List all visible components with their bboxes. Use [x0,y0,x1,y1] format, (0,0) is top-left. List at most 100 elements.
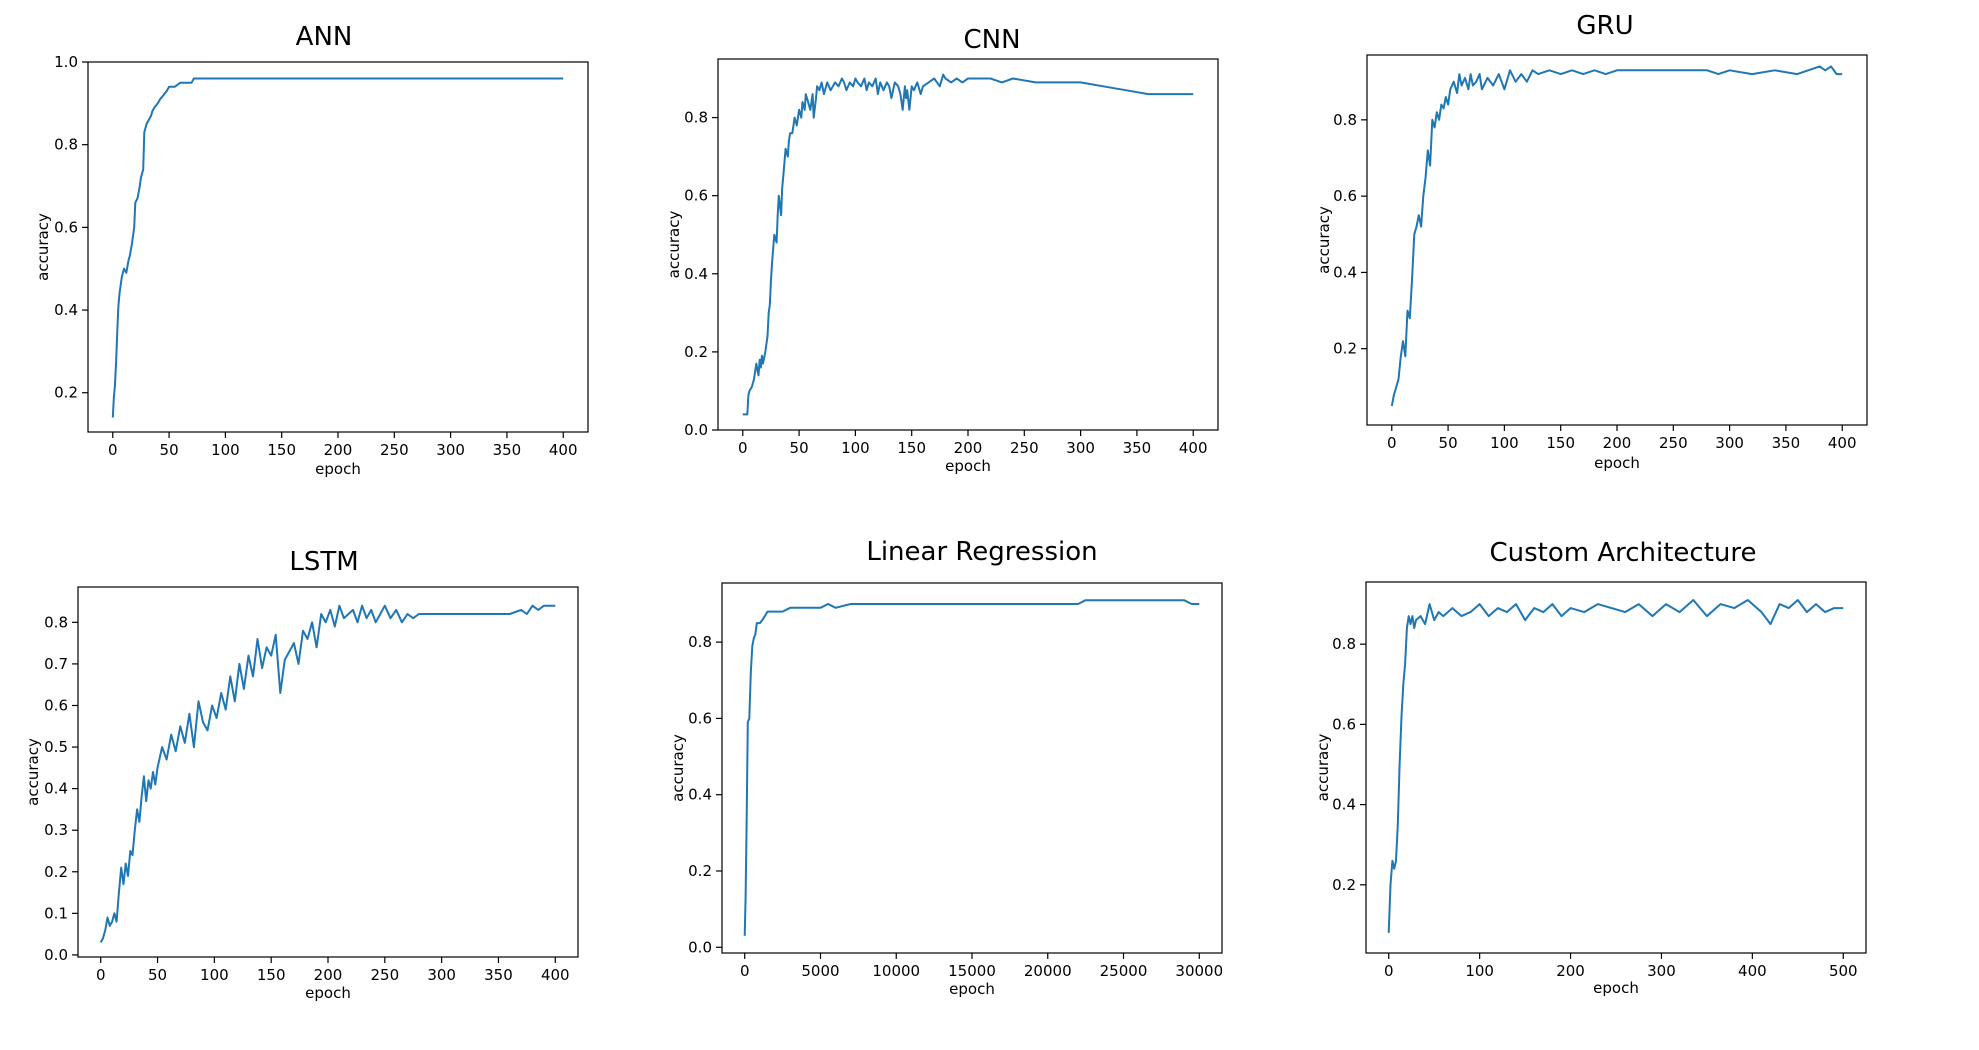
x-tick-label: 150 [1546,434,1575,452]
x-tick-label: 150 [897,439,926,457]
y-tick-label: 0.6 [54,218,78,236]
y-tick-label: 0.2 [1333,340,1357,358]
x-axis-label: epoch [305,984,351,1002]
x-axis-label: epoch [949,980,995,998]
subplot-linear-regression: 0 5000 10000 15000 20000 25000 30000 0.0 0.2 0.4 0… [669,537,1223,998]
y-axis-label: accuracy [665,211,683,279]
x-axis-label: epoch [1593,979,1639,997]
y-tick-label: 0.2 [44,863,68,881]
series-line [99,604,556,943]
x-tick-label: 10000 [872,962,920,980]
x-tick-label: 400 [549,441,578,459]
x-tick-label: 400 [1828,434,1857,452]
x-tick-label: 200 [1556,962,1585,980]
y-tick-label: 0.2 [688,862,712,880]
x-tick-label: 5000 [801,962,839,980]
x-tick-label: 200 [324,441,353,459]
x-tick-label: 300 [1066,439,1095,457]
y-tick-label: 0.4 [684,265,708,283]
x-tick-label: 300 [427,966,456,984]
y-tick-label: 0.4 [1332,796,1356,814]
y-tick-label: 0.2 [1332,876,1356,894]
x-tick-label: 30000 [1175,962,1223,980]
x-tick-label: 100 [200,966,229,984]
axes-frame [717,58,1219,431]
x-tick-label: 0 [108,441,118,459]
y-tick-label: 0.6 [684,187,708,205]
y-axis-label: accuracy [669,734,687,802]
series-line [111,77,564,418]
x-tick-label: 500 [1829,962,1858,980]
y-axis-label: accuracy [24,738,42,806]
y-tick-label: 0.8 [44,613,68,631]
y-tick-label: 0.0 [684,421,708,439]
x-tick-label: 150 [257,966,286,984]
x-tick-label: 100 [1465,962,1494,980]
x-tick-label: 150 [267,441,296,459]
axes-frame [87,61,589,433]
y-tick-label: 0.6 [44,696,68,714]
x-tick-label: 200 [1603,434,1632,452]
x-tick-label: 400 [1179,439,1208,457]
x-tick-label: 20000 [1024,962,1072,980]
y-tick-label: 0.8 [688,633,712,651]
series-line [743,599,1200,936]
y-tick-label: 0.8 [1333,111,1357,129]
series-line [742,73,1194,416]
x-tick-label: 350 [484,966,513,984]
y-tick-label: 1.0 [54,53,78,71]
y-tick-label: 0.6 [1332,715,1356,733]
y-tick-label: 0.5 [44,738,68,756]
axes-frame [1366,54,1868,426]
x-tick-label: 0 [1384,962,1394,980]
x-tick-label: 300 [1647,962,1676,980]
x-tick-label: 50 [790,439,809,457]
subplot-ann: 0 50 100 150 200 250 300 350 400 0.2 0.4 0.6 0.8 1.0 A… [34,22,589,478]
x-tick-label: 0 [738,439,748,457]
x-tick-label: 250 [1659,434,1688,452]
chart-title: GRU [1576,11,1633,41]
axes-frame [1365,581,1867,954]
x-tick-label: 100 [211,441,240,459]
chart-title: Linear Regression [866,537,1097,567]
y-tick-label: 0.2 [684,343,708,361]
y-axis-label: accuracy [34,213,52,281]
chart-title: Custom Architecture [1489,538,1756,568]
x-tick-label: 100 [1490,434,1519,452]
y-tick-label: 0.0 [44,946,68,964]
subplot-custom-architecture: 0 100 200 300 400 500 0.2 0.4 0.6 0.8 Custom Archi… [1314,538,1867,997]
chart-title: ANN [296,22,353,52]
x-tick-label: 200 [954,439,983,457]
x-axis-label: epoch [945,457,991,475]
chart-title: LSTM [289,547,358,577]
y-axis-label: accuracy [1314,734,1332,802]
x-tick-label: 15000 [948,962,996,980]
x-tick-label: 400 [1738,962,1767,980]
x-tick-label: 0 [1387,434,1397,452]
x-tick-label: 350 [1123,439,1152,457]
x-axis-label: epoch [315,460,361,478]
y-tick-label: 0.4 [44,780,68,798]
y-tick-label: 0.4 [1333,263,1357,281]
series-line [1390,65,1843,407]
y-tick-label: 0.4 [688,786,712,804]
x-tick-label: 250 [370,966,399,984]
x-tick-label: 100 [841,439,870,457]
x-tick-label: 250 [380,441,409,459]
series-line [1387,599,1844,933]
x-tick-label: 300 [436,441,465,459]
y-tick-label: 0.1 [44,904,68,922]
x-tick-label: 350 [493,441,522,459]
x-tick-label: 50 [148,966,167,984]
x-tick-label: 0 [96,966,106,984]
y-tick-label: 0.8 [684,109,708,127]
x-tick-label: 50 [1439,434,1458,452]
y-tick-label: 0.7 [44,655,68,673]
x-tick-label: 200 [314,966,343,984]
y-tick-label: 0.3 [44,821,68,839]
axes-frame [721,582,1223,954]
subplot-gru: 0 50 100 150 200 250 300 350 400 0.2 0.4 0.6 0.8 GRU e… [1315,11,1868,472]
y-tick-label: 0.6 [1333,187,1357,205]
x-tick-label: 250 [1010,439,1039,457]
